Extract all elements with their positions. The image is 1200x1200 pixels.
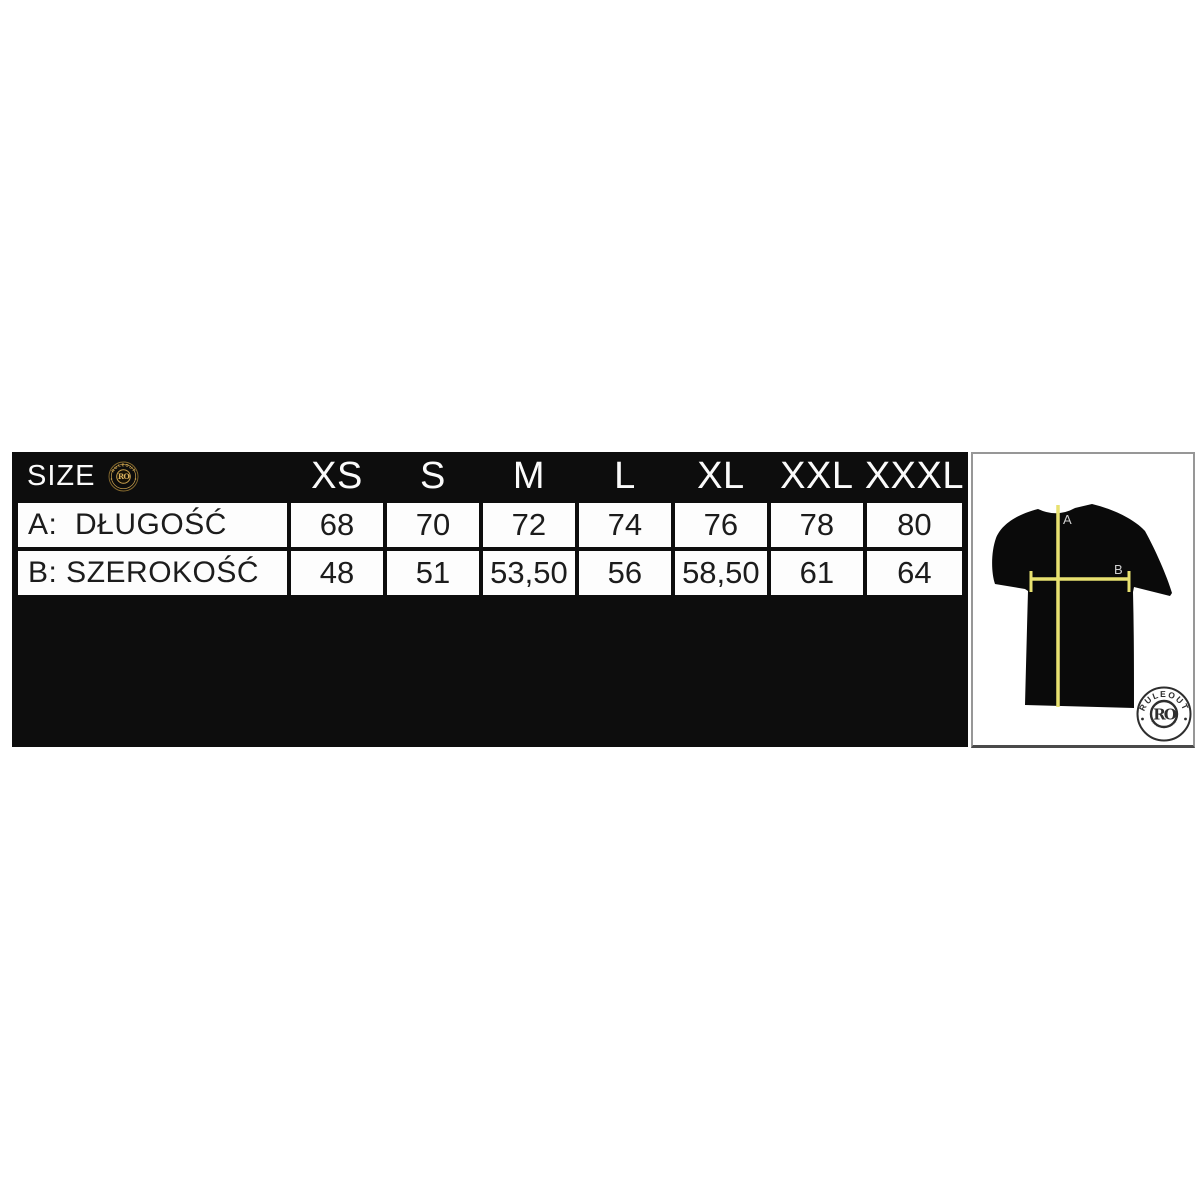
value-a-xl: 76 [674, 503, 767, 547]
row-a-label: A: DŁUGOŚĆ [18, 503, 287, 547]
col-header-xs: XS [311, 455, 363, 497]
value-b-m: 53,50 [482, 551, 575, 595]
width-label: B [1114, 562, 1123, 577]
tshirt-silhouette [992, 504, 1172, 708]
size-header-cell: SIZE RULEOUT ············· RO [16, 452, 289, 501]
svg-text:RO: RO [1153, 706, 1176, 724]
value-b-xs: 48 [291, 551, 383, 595]
col-header-s: S [420, 455, 446, 497]
svg-text:RO: RO [118, 472, 130, 481]
row-b-label: B: SZEROKOŚĆ [18, 551, 287, 595]
length-label: A [1063, 512, 1072, 527]
size-title: SIZE [27, 460, 96, 492]
value-a-xxl: 78 [770, 503, 863, 547]
col-header-m: M [512, 455, 545, 497]
tshirt-diagram: A B RULEOUT ············· RO [992, 504, 1192, 742]
value-b-xxxl: 64 [866, 551, 962, 595]
value-b-l: 56 [578, 551, 671, 595]
ruleout-stamp-icon: RULEOUT ············· RO [1136, 686, 1192, 742]
value-a-xxxl: 80 [866, 503, 962, 547]
size-table: SIZE RULEOUT ············· RO [12, 452, 968, 747]
col-header-l: L [614, 455, 636, 497]
value-b-s: 51 [386, 551, 479, 595]
value-a-m: 72 [482, 503, 575, 547]
value-a-l: 74 [578, 503, 671, 547]
ruleout-badge-icon: RULEOUT ············· RO [109, 461, 139, 492]
table-footer-band [16, 597, 964, 747]
col-header-xxxl: XXXL [864, 455, 964, 497]
tshirt-diagram-panel: A B RULEOUT ············· RO [971, 452, 1195, 748]
value-b-xl: 58,50 [674, 551, 767, 595]
col-header-xxl: XXL [780, 455, 854, 497]
value-a-xs: 68 [291, 503, 383, 547]
col-header-xl: XL [697, 455, 745, 497]
value-a-s: 70 [386, 503, 479, 547]
value-b-xxl: 61 [770, 551, 863, 595]
